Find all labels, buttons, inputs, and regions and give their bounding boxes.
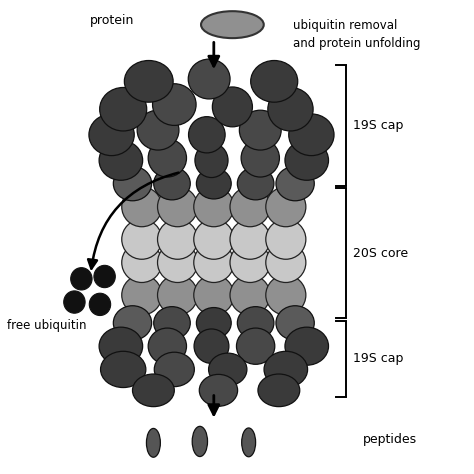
Text: ubiquitin removal
and protein unfolding: ubiquitin removal and protein unfolding bbox=[293, 19, 420, 50]
Ellipse shape bbox=[157, 275, 198, 315]
Ellipse shape bbox=[196, 308, 231, 338]
Ellipse shape bbox=[196, 168, 231, 199]
Ellipse shape bbox=[289, 114, 334, 155]
Ellipse shape bbox=[230, 243, 270, 283]
Ellipse shape bbox=[122, 187, 162, 227]
Ellipse shape bbox=[194, 219, 234, 259]
Ellipse shape bbox=[71, 268, 92, 290]
Ellipse shape bbox=[212, 87, 253, 127]
Ellipse shape bbox=[89, 293, 110, 316]
Ellipse shape bbox=[89, 114, 134, 155]
Ellipse shape bbox=[285, 140, 328, 180]
Ellipse shape bbox=[148, 328, 186, 365]
Text: 19S cap: 19S cap bbox=[353, 353, 403, 365]
Ellipse shape bbox=[154, 307, 190, 339]
Text: peptides: peptides bbox=[363, 433, 417, 446]
Ellipse shape bbox=[194, 187, 234, 227]
Ellipse shape bbox=[266, 243, 306, 283]
Ellipse shape bbox=[237, 328, 275, 365]
Ellipse shape bbox=[99, 327, 143, 365]
Ellipse shape bbox=[94, 265, 115, 288]
Ellipse shape bbox=[124, 61, 173, 102]
Ellipse shape bbox=[230, 187, 270, 227]
Ellipse shape bbox=[276, 306, 314, 340]
Ellipse shape bbox=[100, 88, 147, 131]
Ellipse shape bbox=[100, 351, 146, 388]
Ellipse shape bbox=[154, 167, 190, 200]
Ellipse shape bbox=[122, 275, 162, 315]
Ellipse shape bbox=[241, 139, 280, 177]
Ellipse shape bbox=[194, 329, 229, 364]
Ellipse shape bbox=[268, 88, 313, 131]
Ellipse shape bbox=[154, 352, 194, 387]
Ellipse shape bbox=[251, 61, 298, 102]
Ellipse shape bbox=[264, 351, 308, 388]
Text: 19S cap: 19S cap bbox=[353, 119, 403, 132]
Text: protein: protein bbox=[90, 14, 134, 27]
Ellipse shape bbox=[192, 426, 208, 456]
Ellipse shape bbox=[113, 306, 152, 340]
Ellipse shape bbox=[157, 187, 198, 227]
Ellipse shape bbox=[146, 428, 160, 457]
Ellipse shape bbox=[64, 291, 85, 313]
Ellipse shape bbox=[201, 11, 264, 38]
Ellipse shape bbox=[230, 275, 270, 315]
Ellipse shape bbox=[194, 243, 234, 283]
Ellipse shape bbox=[209, 353, 247, 386]
Text: 20S core: 20S core bbox=[353, 247, 408, 260]
Ellipse shape bbox=[258, 374, 300, 407]
Ellipse shape bbox=[266, 275, 306, 315]
Ellipse shape bbox=[188, 59, 230, 99]
Ellipse shape bbox=[157, 243, 198, 283]
Ellipse shape bbox=[199, 374, 237, 406]
Ellipse shape bbox=[153, 84, 196, 126]
Ellipse shape bbox=[237, 307, 274, 339]
Ellipse shape bbox=[148, 139, 186, 177]
Ellipse shape bbox=[239, 110, 281, 150]
Ellipse shape bbox=[122, 243, 162, 283]
Ellipse shape bbox=[276, 166, 314, 201]
Ellipse shape bbox=[157, 219, 198, 259]
Ellipse shape bbox=[195, 143, 228, 178]
Ellipse shape bbox=[285, 327, 328, 365]
Ellipse shape bbox=[266, 219, 306, 259]
Text: free ubiquitin: free ubiquitin bbox=[7, 319, 86, 332]
Ellipse shape bbox=[99, 140, 143, 180]
Ellipse shape bbox=[113, 166, 152, 201]
Ellipse shape bbox=[137, 110, 179, 150]
Ellipse shape bbox=[122, 219, 162, 259]
Ellipse shape bbox=[237, 167, 274, 200]
Ellipse shape bbox=[194, 275, 234, 315]
Ellipse shape bbox=[242, 428, 255, 457]
Ellipse shape bbox=[189, 117, 225, 153]
Ellipse shape bbox=[230, 219, 270, 259]
Ellipse shape bbox=[266, 187, 306, 227]
Ellipse shape bbox=[133, 374, 174, 407]
